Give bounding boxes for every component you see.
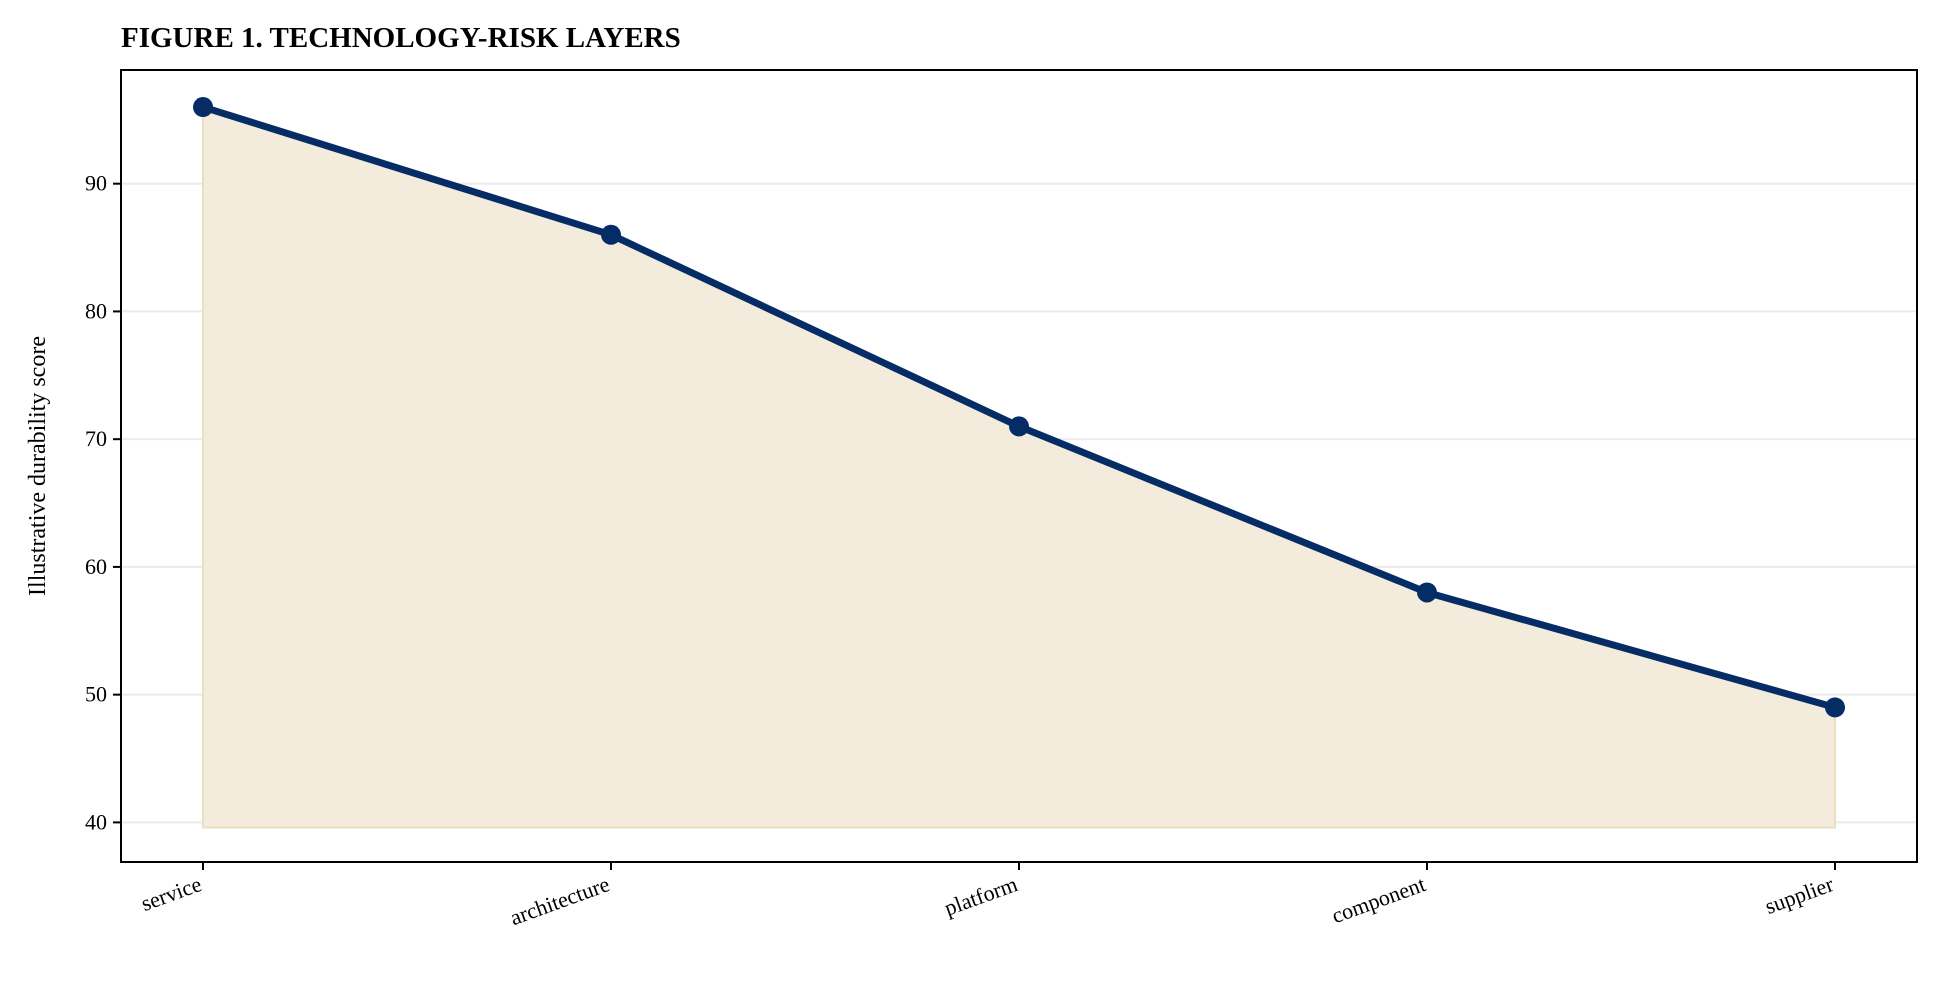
- y-tick-label-50: 50: [85, 682, 107, 707]
- y-axis-label: Illustrative durability score: [25, 336, 51, 596]
- data-point-supplier: [1825, 697, 1845, 718]
- y-tick-label-40: 40: [85, 809, 107, 834]
- x-tick-label-service: service: [138, 871, 205, 916]
- y-tick-label-70: 70: [85, 426, 107, 451]
- y-axis-ticks: 40 50 60 70 80 90: [85, 171, 121, 834]
- area-fill: [202, 105, 1836, 829]
- data-point-service: [193, 97, 213, 118]
- area-fill-layer: [202, 105, 1836, 829]
- x-axis-ticks: service architecture platform component supp…: [138, 862, 1838, 930]
- data-point-platform: [1009, 416, 1029, 437]
- x-tick-label-architecture: architecture: [507, 871, 613, 930]
- data-point-component: [1417, 582, 1437, 603]
- data-point-architecture: [601, 224, 621, 245]
- x-tick-label-platform: platform: [941, 871, 1021, 920]
- y-tick-label-60: 60: [85, 554, 107, 579]
- x-tick-label-component: component: [1328, 871, 1428, 928]
- y-tick-label-80: 80: [85, 298, 107, 323]
- chart-title: FIGURE 1. TECHNOLOGY-RISK LAYERS: [121, 22, 681, 54]
- x-tick-label-supplier: supplier: [1762, 871, 1838, 919]
- series-marker-layer: [193, 97, 1845, 718]
- y-tick-label-90: 90: [85, 171, 107, 196]
